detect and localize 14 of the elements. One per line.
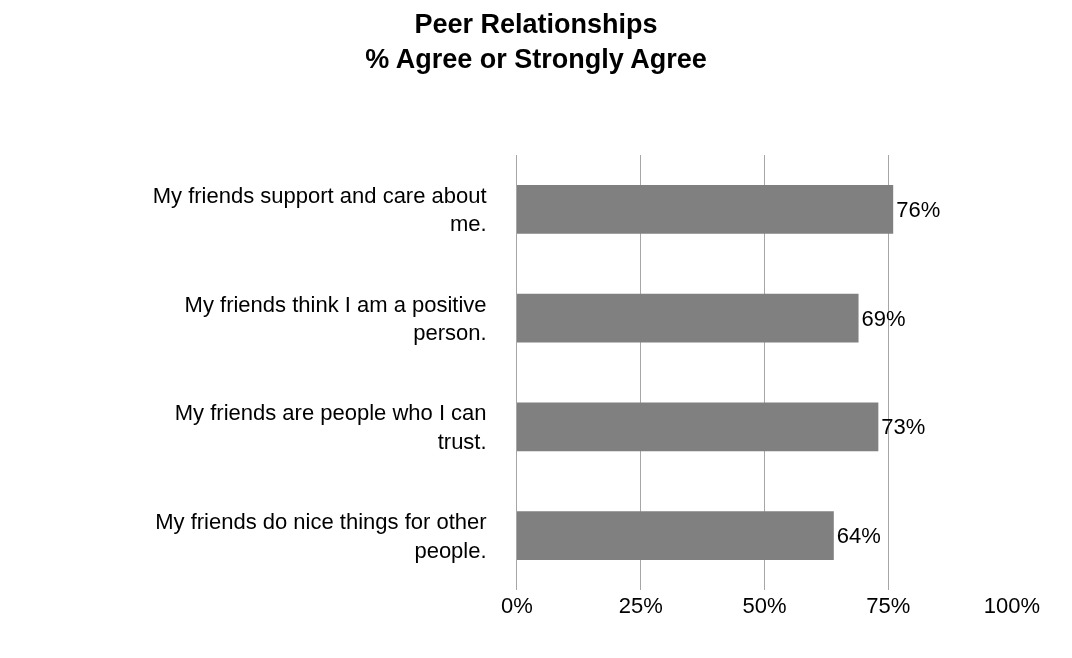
y-tick-label: My friends do nice things for other people. (155, 509, 487, 563)
x-tick-label: 25% (618, 593, 663, 618)
data-label: 64% (836, 523, 881, 549)
data-label: 73% (881, 414, 926, 440)
x-tick-label: 50% (742, 593, 787, 618)
x-tick-label: 100% (983, 593, 1041, 618)
data-label: 69% (861, 305, 906, 331)
x-tick-label: 75% (866, 593, 911, 618)
x-tick-label: 0% (501, 593, 533, 618)
y-tick-label: My friends support and care about me. (152, 182, 487, 237)
y-tick-label: My friends think I am a positive person. (184, 291, 487, 346)
y-tick-label: My friends are people who I can trust. (174, 400, 487, 454)
data-label: 76% (896, 196, 941, 222)
chart-title: Peer Relationships % Agree or Strongly Agree (365, 8, 707, 74)
